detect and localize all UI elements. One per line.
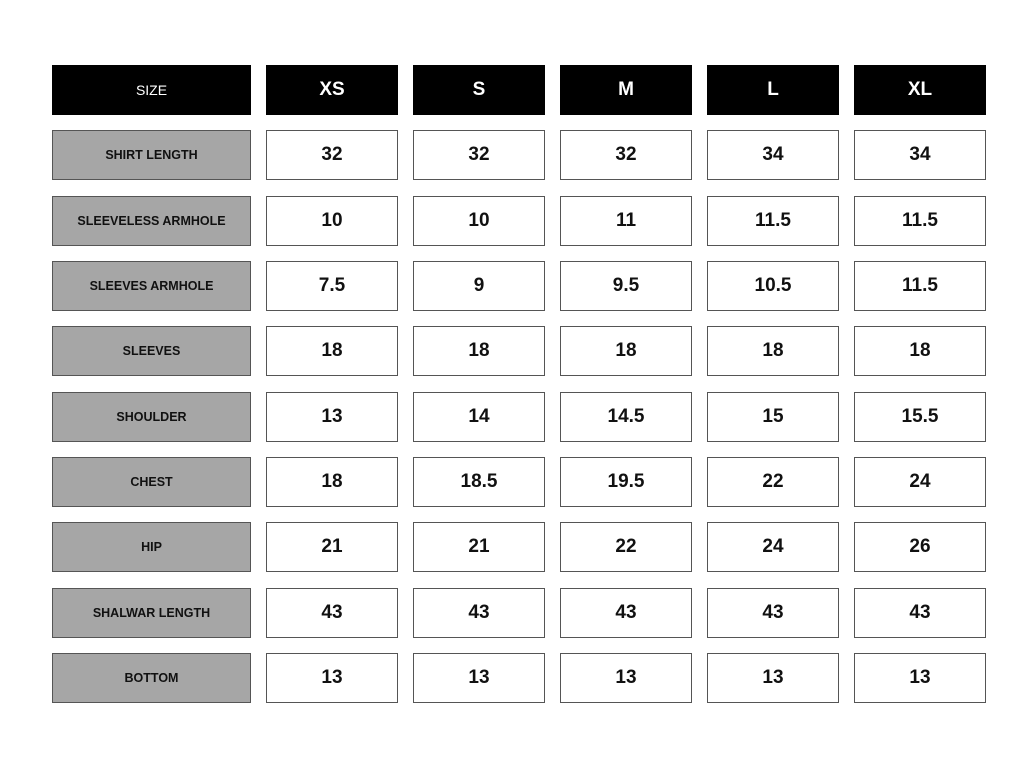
measurement-cell: 13 [707, 652, 839, 703]
size-header-l: L [707, 65, 839, 115]
measurement-cell: 7.5 [266, 260, 398, 311]
measurement-cell: 9 [413, 260, 545, 311]
measurement-cell: 13 [854, 652, 986, 703]
measurement-cell: 11.5 [854, 260, 986, 311]
measurement-cell: 10.5 [707, 260, 839, 311]
row-label: SHALWAR LENGTH [52, 587, 251, 638]
measurement-cell: 34 [854, 130, 986, 181]
measurement-cell: 43 [413, 587, 545, 638]
size-header-xs: XS [266, 65, 398, 115]
measurement-cell: 18 [707, 326, 839, 377]
row-label: CHEST [52, 456, 251, 507]
measurement-cell: 22 [560, 522, 692, 573]
measurement-cell: 34 [707, 130, 839, 181]
measurement-cell: 11.5 [707, 195, 839, 246]
measurement-cell: 24 [854, 456, 986, 507]
measurement-cell: 13 [560, 652, 692, 703]
measurement-cell: 11.5 [854, 195, 986, 246]
measurement-cell: 32 [413, 130, 545, 181]
measurement-cell: 15.5 [854, 391, 986, 442]
corner-header: SIZE [52, 65, 251, 115]
measurement-cell: 22 [707, 456, 839, 507]
size-header-s: S [413, 65, 545, 115]
measurement-cell: 18 [854, 326, 986, 377]
measurement-cell: 43 [560, 587, 692, 638]
measurement-cell: 18 [413, 326, 545, 377]
measurement-cell: 21 [413, 522, 545, 573]
measurement-cell: 18 [266, 456, 398, 507]
measurement-cell: 24 [707, 522, 839, 573]
measurement-cell: 43 [266, 587, 398, 638]
measurement-cell: 32 [266, 130, 398, 181]
measurement-cell: 26 [854, 522, 986, 573]
measurement-cell: 43 [707, 587, 839, 638]
measurement-cell: 15 [707, 391, 839, 442]
row-label: SHOULDER [52, 391, 251, 442]
measurement-cell: 13 [413, 652, 545, 703]
measurement-cell: 14.5 [560, 391, 692, 442]
row-label: BOTTOM [52, 652, 251, 703]
measurement-cell: 9.5 [560, 260, 692, 311]
measurement-cell: 19.5 [560, 456, 692, 507]
measurement-cell: 10 [413, 195, 545, 246]
measurement-cell: 13 [266, 391, 398, 442]
size-chart-table: SIZE XS S M L XL SHIRT LENGTH 32 32 32 34 34 SLEEVE… [52, 65, 986, 703]
row-label: HIP [52, 522, 251, 573]
size-header-m: M [560, 65, 692, 115]
row-label: SLEEVELESS ARMHOLE [52, 195, 251, 246]
measurement-cell: 18.5 [413, 456, 545, 507]
measurement-cell: 43 [854, 587, 986, 638]
measurement-cell: 10 [266, 195, 398, 246]
row-label: SHIRT LENGTH [52, 130, 251, 181]
measurement-cell: 21 [266, 522, 398, 573]
measurement-cell: 14 [413, 391, 545, 442]
size-header-xl: XL [854, 65, 986, 115]
measurement-cell: 11 [560, 195, 692, 246]
measurement-cell: 18 [266, 326, 398, 377]
measurement-cell: 13 [266, 652, 398, 703]
row-label: SLEEVES [52, 326, 251, 377]
measurement-cell: 32 [560, 130, 692, 181]
measurement-cell: 18 [560, 326, 692, 377]
row-label: SLEEVES ARMHOLE [52, 260, 251, 311]
